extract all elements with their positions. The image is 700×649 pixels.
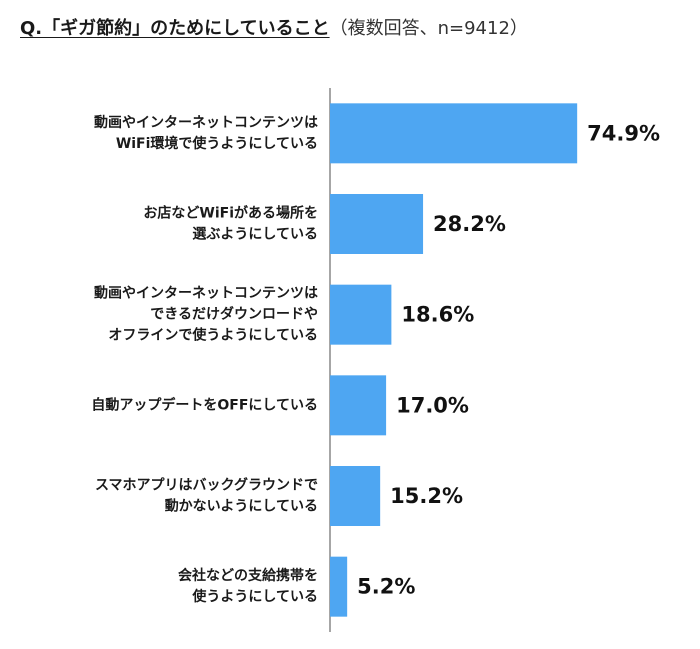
category-label-line: 動かないようにしている xyxy=(165,498,318,515)
value-label-4: 15.2% xyxy=(390,484,463,508)
category-label-line: オフラインで使うようにしている xyxy=(108,327,318,344)
category-label-line: 自動アップデートをOFFにしている xyxy=(91,396,318,413)
category-label-line: 使うようにしている xyxy=(191,588,318,605)
category-label-line: 動画やインターネットコンテンツは xyxy=(94,114,318,131)
bar-2 xyxy=(330,284,392,345)
bar-1 xyxy=(330,194,424,254)
category-label-line: できるだけダウンロードや xyxy=(150,306,318,323)
category-label-2: 動画やインターネットコンテンツはできるだけダウンロードやオフラインで使うようにし… xyxy=(94,285,318,344)
category-label-line: 動画やインターネットコンテンツは xyxy=(94,285,318,302)
bar-4 xyxy=(330,466,381,526)
category-label-5: 会社などの支給携帯を使うようにしている xyxy=(178,567,318,605)
value-label-0: 74.9% xyxy=(587,121,660,145)
chart-question: Q.「ギガ節約」のためにしていること xyxy=(20,18,330,39)
category-label-line: お店などWiFiがある場所を xyxy=(143,205,318,222)
chart-title: Q.「ギガ節約」のためにしていること（複数回答、n=9412） xyxy=(20,16,528,42)
value-label-2: 18.6% xyxy=(401,303,474,327)
category-label-line: 選ぶようにしている xyxy=(192,227,318,243)
value-label-5: 5.2% xyxy=(357,575,415,599)
value-label-1: 28.2% xyxy=(433,212,506,236)
category-label-0: 動画やインターネットコンテンツは WiFi環境で使うようにしている xyxy=(94,114,318,152)
category-label-1: お店などWiFiがある場所を選ぶようにしている xyxy=(143,205,318,243)
category-label-line: 会社などの支給携帯を xyxy=(178,567,318,584)
value-label-3: 17.0% xyxy=(396,393,469,417)
bar-5 xyxy=(330,556,348,617)
bar-3 xyxy=(330,375,387,436)
category-label-3: 自動アップデートをOFFにしている xyxy=(91,396,318,413)
chart-subtitle: （複数回答、n=9412） xyxy=(329,18,528,39)
category-label-4: スマホアプリはバックグラウンドで動かないようにしている xyxy=(95,477,318,515)
category-label-line: WiFi環境で使うようにしている xyxy=(116,135,318,152)
category-label-line: スマホアプリはバックグラウンドで xyxy=(95,477,318,494)
bar-0 xyxy=(330,103,578,164)
